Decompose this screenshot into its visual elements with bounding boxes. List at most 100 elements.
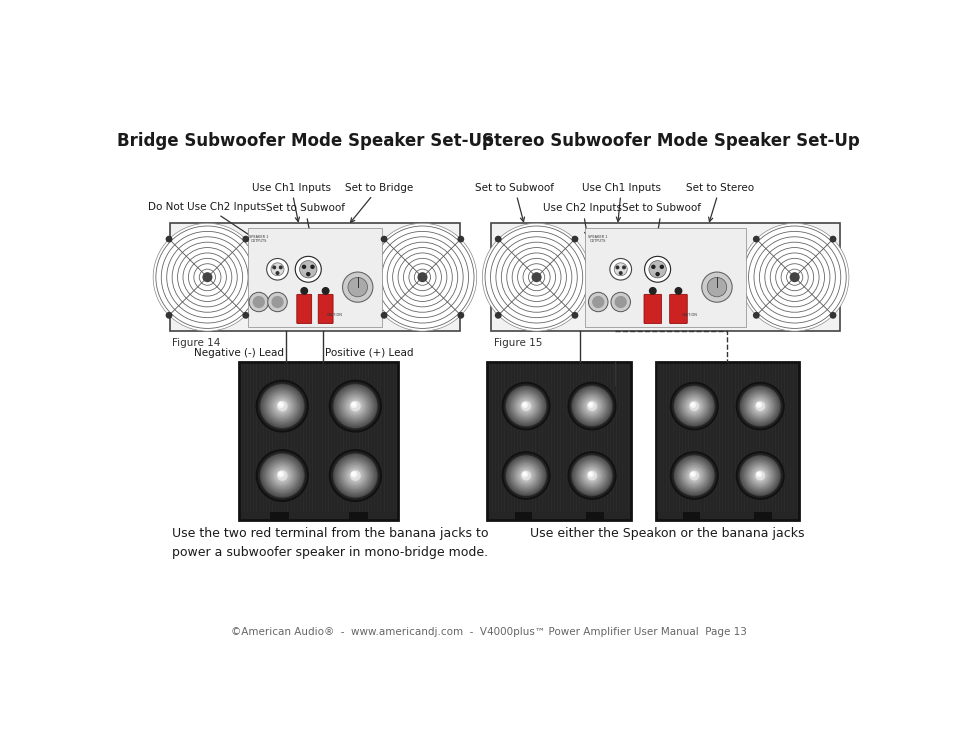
Text: Figure 14: Figure 14 bbox=[172, 338, 220, 348]
Circle shape bbox=[514, 463, 537, 487]
Circle shape bbox=[345, 466, 365, 486]
Circle shape bbox=[685, 467, 701, 483]
Circle shape bbox=[570, 454, 614, 497]
Circle shape bbox=[346, 397, 364, 415]
Text: SPEAKER 1
OUTPUTS: SPEAKER 1 OUTPUTS bbox=[588, 235, 607, 243]
Circle shape bbox=[688, 470, 700, 481]
Circle shape bbox=[755, 472, 763, 480]
Circle shape bbox=[576, 390, 607, 421]
Circle shape bbox=[670, 452, 718, 499]
Circle shape bbox=[266, 460, 297, 492]
Circle shape bbox=[583, 467, 599, 483]
Circle shape bbox=[738, 384, 781, 428]
Bar bbox=[491, 224, 840, 331]
Bar bbox=[514, 512, 531, 520]
Circle shape bbox=[521, 472, 530, 480]
Circle shape bbox=[578, 393, 604, 419]
Circle shape bbox=[520, 401, 531, 412]
Bar bbox=[349, 512, 368, 520]
Circle shape bbox=[740, 387, 779, 426]
Circle shape bbox=[750, 466, 769, 485]
Circle shape bbox=[277, 401, 287, 411]
Circle shape bbox=[274, 467, 291, 484]
Circle shape bbox=[586, 401, 597, 412]
Circle shape bbox=[584, 399, 598, 413]
Circle shape bbox=[743, 390, 775, 421]
Circle shape bbox=[256, 449, 308, 501]
Circle shape bbox=[502, 452, 549, 499]
Circle shape bbox=[753, 399, 766, 413]
Circle shape bbox=[616, 266, 618, 269]
Circle shape bbox=[672, 454, 716, 497]
Circle shape bbox=[336, 457, 374, 494]
Text: Set to Subwoof: Set to Subwoof bbox=[266, 203, 344, 237]
Text: Use either the Speakon or the banana jacks: Use either the Speakon or the banana jac… bbox=[530, 528, 803, 540]
Circle shape bbox=[331, 382, 379, 430]
Circle shape bbox=[572, 236, 578, 242]
Circle shape bbox=[584, 469, 598, 483]
Text: Figure 15: Figure 15 bbox=[493, 338, 541, 348]
Circle shape bbox=[576, 460, 607, 492]
Circle shape bbox=[610, 292, 630, 311]
Circle shape bbox=[588, 472, 593, 477]
Circle shape bbox=[570, 384, 614, 428]
Text: CAUTION: CAUTION bbox=[681, 313, 697, 317]
Circle shape bbox=[504, 384, 547, 428]
Circle shape bbox=[269, 463, 294, 489]
Circle shape bbox=[521, 402, 530, 410]
Circle shape bbox=[272, 297, 283, 308]
Circle shape bbox=[532, 273, 540, 281]
Circle shape bbox=[349, 400, 361, 412]
Circle shape bbox=[579, 463, 603, 487]
Circle shape bbox=[736, 382, 783, 430]
Circle shape bbox=[277, 471, 287, 480]
Circle shape bbox=[345, 396, 365, 416]
Text: Set to Subwoof: Set to Subwoof bbox=[621, 203, 700, 236]
Circle shape bbox=[522, 403, 525, 406]
Circle shape bbox=[262, 386, 302, 426]
Circle shape bbox=[687, 469, 700, 483]
FancyBboxPatch shape bbox=[296, 294, 312, 323]
Circle shape bbox=[502, 382, 549, 430]
Bar bbox=[487, 362, 630, 520]
Text: Set to Bridge: Set to Bridge bbox=[344, 182, 413, 222]
FancyBboxPatch shape bbox=[643, 294, 660, 323]
Bar bbox=[682, 512, 700, 520]
Circle shape bbox=[678, 390, 709, 421]
Circle shape bbox=[568, 382, 616, 430]
Circle shape bbox=[336, 387, 374, 424]
Circle shape bbox=[268, 392, 296, 421]
Circle shape bbox=[511, 461, 540, 490]
Text: Negative (-) Lead: Negative (-) Lead bbox=[193, 348, 283, 358]
Circle shape bbox=[689, 472, 698, 480]
Circle shape bbox=[505, 455, 546, 496]
Circle shape bbox=[672, 384, 716, 428]
Text: Do Not Use Ch2 Inputs: Do Not Use Ch2 Inputs bbox=[148, 201, 266, 238]
Circle shape bbox=[689, 402, 698, 410]
Circle shape bbox=[342, 272, 373, 303]
Circle shape bbox=[649, 288, 656, 294]
Circle shape bbox=[153, 224, 261, 331]
Circle shape bbox=[829, 313, 835, 318]
Circle shape bbox=[577, 461, 606, 490]
Circle shape bbox=[572, 313, 578, 318]
FancyBboxPatch shape bbox=[318, 294, 333, 323]
Circle shape bbox=[587, 402, 596, 410]
Circle shape bbox=[507, 458, 544, 494]
Circle shape bbox=[588, 402, 593, 407]
Circle shape bbox=[338, 389, 372, 423]
Circle shape bbox=[346, 467, 364, 484]
Circle shape bbox=[348, 468, 362, 483]
Circle shape bbox=[263, 387, 300, 424]
Circle shape bbox=[272, 396, 293, 416]
Circle shape bbox=[505, 386, 546, 427]
Circle shape bbox=[249, 292, 269, 311]
Circle shape bbox=[577, 392, 606, 421]
Circle shape bbox=[513, 463, 538, 489]
Circle shape bbox=[329, 380, 381, 432]
Circle shape bbox=[681, 394, 705, 418]
Circle shape bbox=[260, 454, 304, 497]
Circle shape bbox=[348, 399, 362, 413]
Circle shape bbox=[754, 401, 765, 412]
Circle shape bbox=[749, 396, 770, 417]
